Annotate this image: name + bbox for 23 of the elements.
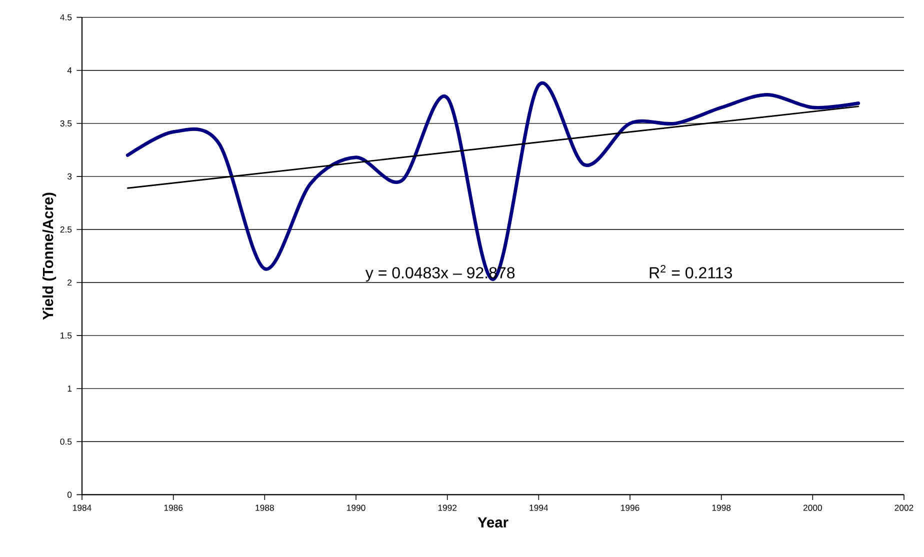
x-tick-label: 2000 — [803, 504, 822, 511]
x-tick-label: 1992 — [438, 504, 457, 511]
x-tick-label: 1994 — [530, 504, 548, 511]
x-tick-label: 1986 — [164, 504, 183, 511]
x-tick-label: 1988 — [256, 504, 274, 511]
y-axis-title: Yield (Tonne/Acre) — [42, 192, 56, 320]
y-tick-label: 3.5 — [60, 120, 72, 126]
y-tick-label: 1 — [68, 385, 72, 392]
x-axis-title: Year — [478, 517, 508, 528]
y-tick-label: 4 — [67, 67, 72, 74]
x-tick-label: 2002 — [894, 504, 914, 511]
x-tick-label: 1998 — [712, 504, 731, 511]
x-tick-label: 1996 — [621, 504, 640, 511]
y-tick-label: 4.5 — [60, 14, 72, 20]
y-tick-label: 2.5 — [60, 226, 72, 232]
y-tick-label: 0.5 — [60, 438, 72, 445]
x-tick-label: 1984 — [73, 504, 92, 511]
x-tick-label: 1990 — [347, 504, 366, 511]
y-tick-label: 3 — [67, 173, 72, 180]
y-tick-label: 1.5 — [60, 332, 72, 338]
y-tick-label: 2 — [68, 279, 72, 286]
y-tick-label: 0 — [67, 491, 72, 498]
annotation: R$^{2}$ = 0.2113 — [650, 264, 732, 278]
